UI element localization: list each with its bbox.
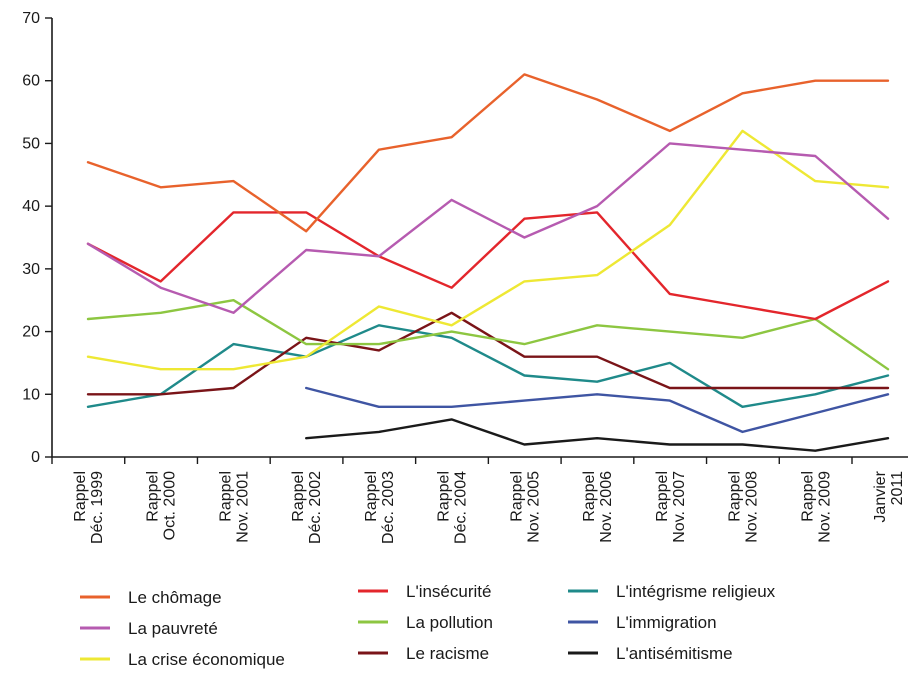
legend-label: L'antisémitisme xyxy=(616,644,733,663)
series-line-l-immigration xyxy=(305,386,890,434)
series-line-la-crise-économique xyxy=(86,129,890,371)
x-tick-label: RappelDéc. 2004 xyxy=(436,471,470,544)
x-tick-label-text: RappelDéc. 2004 xyxy=(436,471,470,544)
chart-legend: Le chômage La pauvreté La crise économique… xyxy=(80,582,776,669)
x-tick-label-line: Rappel xyxy=(727,471,744,522)
x-tick-label: RappelNov. 2008 xyxy=(727,471,761,543)
x-tick-label-line: Rappel xyxy=(217,471,234,522)
x-tick-label-line: Déc. 2004 xyxy=(453,471,470,544)
x-tick-label-text: RappelDéc. 2003 xyxy=(363,471,397,544)
y-tick-label: 10 xyxy=(22,386,40,403)
legend-label: La pollution xyxy=(406,613,493,632)
x-tick-label-line: Déc. 1999 xyxy=(89,471,106,544)
y-tick-label: 30 xyxy=(22,261,40,278)
series-line-le-chômage xyxy=(86,73,890,233)
x-tick-label-text: RappelDéc. 1999 xyxy=(72,471,106,544)
y-tick-label: 20 xyxy=(22,324,40,341)
series-line-le-racisme xyxy=(86,311,890,396)
series-line-l-insécurité xyxy=(86,211,890,321)
x-tick-label-line: Nov. 2006 xyxy=(598,471,615,543)
x-tick-label-line: Rappel xyxy=(508,471,525,522)
y-tick-label: 50 xyxy=(22,135,40,152)
series-line-l-intégrisme-religieux xyxy=(86,324,890,408)
legend-label: Le racisme xyxy=(406,644,489,663)
y-tick-label: 70 xyxy=(22,10,40,27)
legend-item: L'intégrisme religieux xyxy=(568,582,776,601)
x-tick-label-line: Nov. 2007 xyxy=(671,471,688,543)
x-tick-label: Janvier2011 xyxy=(872,470,906,522)
x-tick-label-line: Janvier xyxy=(872,470,889,522)
legend-item: La pollution xyxy=(358,613,493,632)
x-tick-label-line: Rappel xyxy=(799,471,816,522)
x-tick-label: RappelNov. 2006 xyxy=(581,471,615,543)
series-line-la-pauvreté xyxy=(86,142,890,314)
y-tick-label: 60 xyxy=(22,73,40,90)
x-tick-label-line: Rappel xyxy=(290,471,307,522)
legend-label: L'immigration xyxy=(616,613,717,632)
x-tick-label-line: Rappel xyxy=(581,471,598,522)
chart-series xyxy=(86,73,890,452)
legend-item: L'immigration xyxy=(568,613,717,632)
x-tick-label-line: 2011 xyxy=(889,471,906,506)
y-tick-label: 40 xyxy=(22,198,40,215)
x-tick-label: RappelNov. 2001 xyxy=(217,471,251,543)
x-tick-label-line: Déc. 2002 xyxy=(307,471,324,544)
x-tick-label: RappelDéc. 1999 xyxy=(72,471,106,544)
x-tick-label-line: Nov. 2008 xyxy=(744,471,761,543)
x-tick-label-text: RappelNov. 2006 xyxy=(581,471,615,543)
x-tick-label-text: RappelNov. 2009 xyxy=(799,471,833,543)
legend-item: L'insécurité xyxy=(358,582,491,601)
legend-label: L'insécurité xyxy=(406,582,491,601)
x-tick-label: RappelNov. 2007 xyxy=(654,471,688,543)
x-tick-label-line: Rappel xyxy=(363,471,380,522)
series-line-la-pollution xyxy=(86,299,890,371)
y-tick-label: 0 xyxy=(31,449,40,466)
x-tick-label: RappelDéc. 2002 xyxy=(290,471,324,544)
legend-item: La crise économique xyxy=(80,650,285,669)
x-tick-label-text: RappelNov. 2005 xyxy=(508,471,542,543)
x-tick-label-line: Nov. 2001 xyxy=(234,471,251,543)
x-tick-label: RappelOct. 2000 xyxy=(145,471,179,540)
x-tick-label-text: RappelDéc. 2002 xyxy=(290,471,324,544)
series-line-l-antisémitisme xyxy=(305,418,890,452)
legend-item: L'antisémitisme xyxy=(568,644,733,663)
legend-label: L'intégrisme religieux xyxy=(616,582,776,601)
x-tick-label: RappelDéc. 2003 xyxy=(363,471,397,544)
x-tick-label-text: RappelNov. 2008 xyxy=(727,471,761,543)
x-tick-label-line: Nov. 2009 xyxy=(816,471,833,543)
legend-label: La pauvreté xyxy=(128,619,218,638)
x-tick-label: RappelNov. 2005 xyxy=(508,471,542,543)
x-tick-label-line: Rappel xyxy=(72,471,89,522)
x-tick-label-text: Janvier2011 xyxy=(872,470,906,522)
x-tick-label: RappelNov. 2009 xyxy=(799,471,833,543)
legend-item: Le racisme xyxy=(358,644,489,663)
legend-label: Le chômage xyxy=(128,588,222,607)
x-tick-label-text: RappelNov. 2007 xyxy=(654,471,688,543)
x-tick-label-line: Oct. 2000 xyxy=(162,471,179,540)
x-tick-label-text: RappelOct. 2000 xyxy=(145,471,179,540)
x-tick-label-line: Rappel xyxy=(436,471,453,522)
legend-label: La crise économique xyxy=(128,650,285,669)
x-tick-label-line: Rappel xyxy=(654,471,671,522)
x-tick-label-line: Déc. 2003 xyxy=(380,471,397,544)
legend-item: La pauvreté xyxy=(80,619,218,638)
x-tick-label-line: Nov. 2005 xyxy=(525,471,542,543)
x-tick-label-line: Rappel xyxy=(145,471,162,522)
x-tick-label-text: RappelNov. 2001 xyxy=(217,471,251,543)
legend-item: Le chômage xyxy=(80,588,222,607)
